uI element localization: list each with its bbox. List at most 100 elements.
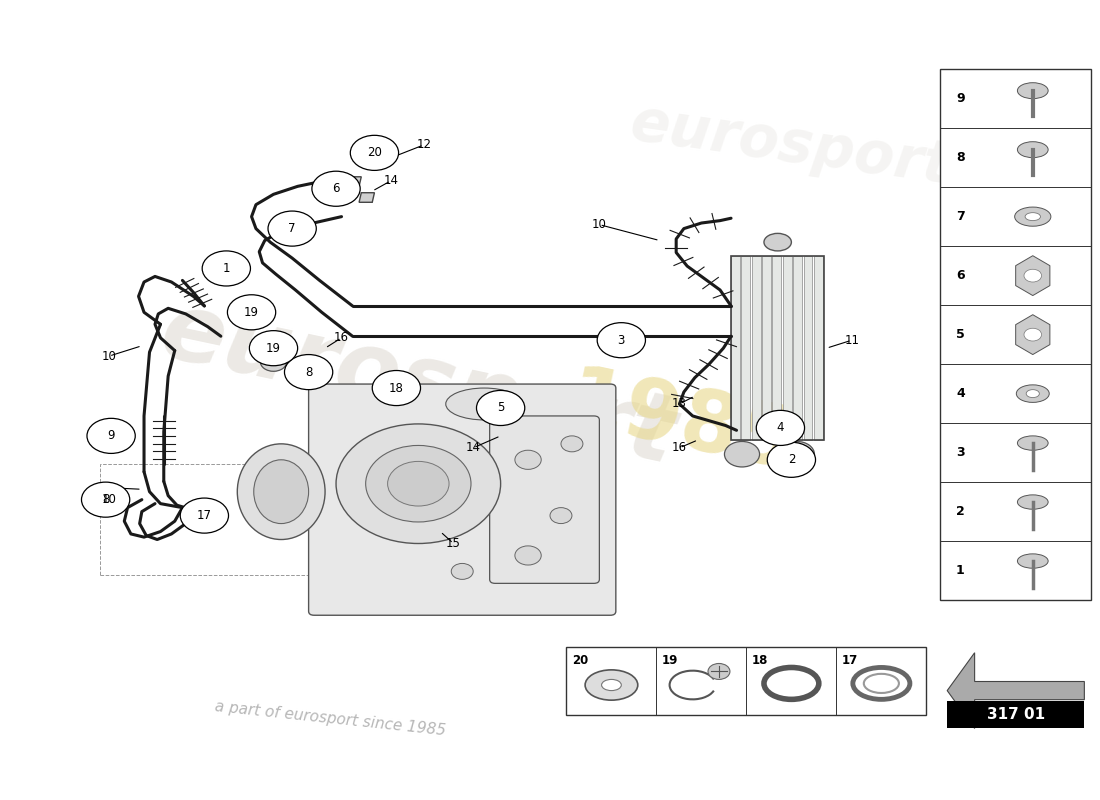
- Text: 13: 13: [672, 398, 686, 410]
- Text: 17: 17: [197, 509, 212, 522]
- Text: 2: 2: [956, 505, 965, 518]
- Text: 20: 20: [367, 146, 382, 159]
- Text: 9: 9: [108, 430, 114, 442]
- Text: 10: 10: [101, 493, 117, 506]
- Text: 5: 5: [497, 402, 504, 414]
- Ellipse shape: [764, 234, 791, 251]
- Text: 16: 16: [334, 331, 349, 344]
- Circle shape: [285, 354, 332, 390]
- Circle shape: [365, 446, 471, 522]
- Text: 6: 6: [956, 269, 965, 282]
- Circle shape: [561, 436, 583, 452]
- Circle shape: [261, 352, 287, 371]
- Bar: [762, 257, 771, 440]
- Circle shape: [708, 663, 730, 679]
- Ellipse shape: [254, 460, 309, 523]
- Polygon shape: [500, 396, 515, 420]
- Text: 7: 7: [288, 222, 296, 235]
- Text: 3: 3: [956, 446, 965, 459]
- Text: 15: 15: [446, 537, 461, 550]
- Text: 8: 8: [102, 493, 109, 506]
- Ellipse shape: [1018, 82, 1048, 98]
- Ellipse shape: [1018, 436, 1048, 450]
- FancyBboxPatch shape: [309, 384, 616, 615]
- Bar: [793, 257, 802, 440]
- Polygon shape: [359, 193, 374, 202]
- Text: 1985: 1985: [560, 360, 804, 488]
- Circle shape: [350, 135, 398, 170]
- Circle shape: [336, 424, 500, 543]
- Text: 3: 3: [617, 334, 625, 346]
- Text: a part of eurosport since 1985: a part of eurosport since 1985: [214, 699, 447, 738]
- Text: 10: 10: [101, 350, 117, 362]
- Text: 4: 4: [777, 422, 784, 434]
- Text: 8: 8: [956, 151, 965, 164]
- Bar: [772, 257, 781, 440]
- Ellipse shape: [1016, 385, 1049, 402]
- Circle shape: [250, 330, 298, 366]
- Bar: [947, 701, 1085, 729]
- Ellipse shape: [238, 444, 326, 539]
- Ellipse shape: [1025, 213, 1041, 221]
- Bar: [732, 257, 740, 440]
- Circle shape: [387, 462, 449, 506]
- Ellipse shape: [1014, 207, 1050, 226]
- Circle shape: [757, 410, 804, 446]
- Ellipse shape: [1018, 142, 1048, 158]
- Text: 10: 10: [592, 218, 607, 231]
- Circle shape: [312, 171, 360, 206]
- Polygon shape: [348, 177, 361, 193]
- Bar: [939, 69, 1091, 600]
- Bar: [741, 257, 750, 440]
- Bar: [751, 257, 760, 440]
- Circle shape: [515, 546, 541, 565]
- Bar: [100, 464, 331, 575]
- Circle shape: [779, 442, 814, 467]
- Text: 1: 1: [222, 262, 230, 275]
- Circle shape: [202, 251, 251, 286]
- Text: eurosport: eurosport: [627, 94, 956, 196]
- Ellipse shape: [1026, 390, 1039, 398]
- Circle shape: [81, 482, 130, 517]
- Text: 18: 18: [752, 654, 768, 666]
- Circle shape: [87, 418, 135, 454]
- Text: 6: 6: [332, 182, 340, 195]
- Bar: [732, 257, 824, 440]
- Ellipse shape: [446, 388, 522, 420]
- Circle shape: [180, 498, 229, 533]
- Circle shape: [550, 508, 572, 523]
- Ellipse shape: [1018, 495, 1048, 510]
- Text: 19: 19: [662, 654, 679, 666]
- Text: 11: 11: [844, 334, 859, 346]
- Bar: [804, 257, 813, 440]
- Circle shape: [451, 563, 473, 579]
- Text: 2: 2: [788, 454, 795, 466]
- Text: 9: 9: [956, 92, 965, 105]
- Text: 5: 5: [956, 328, 965, 341]
- Polygon shape: [1015, 256, 1049, 295]
- Circle shape: [1024, 328, 1042, 341]
- Text: 19: 19: [244, 306, 260, 319]
- Text: 14: 14: [384, 174, 398, 187]
- Text: 18: 18: [389, 382, 404, 394]
- Circle shape: [515, 450, 541, 470]
- Text: 1: 1: [956, 564, 965, 577]
- Bar: [783, 257, 792, 440]
- Text: 14: 14: [465, 442, 481, 454]
- Polygon shape: [947, 653, 1085, 729]
- Circle shape: [767, 442, 815, 478]
- Polygon shape: [1015, 314, 1049, 354]
- Text: 4: 4: [956, 387, 965, 400]
- Circle shape: [1024, 270, 1042, 282]
- Bar: [566, 647, 926, 715]
- Circle shape: [372, 370, 420, 406]
- Bar: [814, 257, 823, 440]
- Text: 20: 20: [572, 654, 588, 666]
- Circle shape: [476, 390, 525, 426]
- Text: 8: 8: [305, 366, 312, 378]
- Ellipse shape: [602, 679, 621, 690]
- Text: 19: 19: [266, 342, 280, 354]
- Circle shape: [597, 322, 646, 358]
- Text: 17: 17: [842, 654, 858, 666]
- Ellipse shape: [585, 670, 638, 700]
